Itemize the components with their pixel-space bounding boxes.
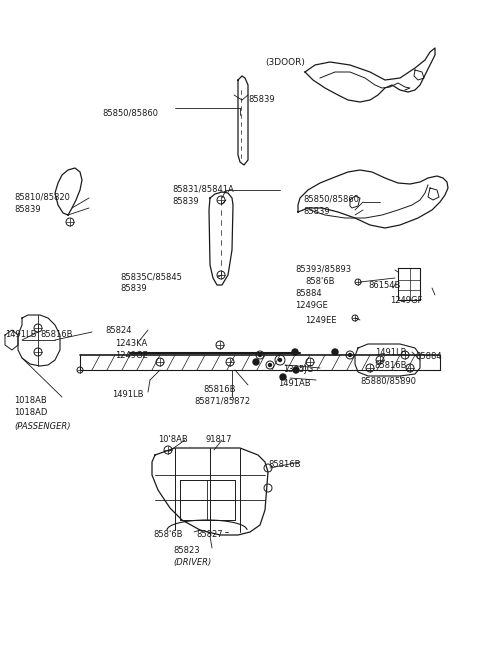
Text: 85816B: 85816B [268,460,300,469]
Text: 85393/85893: 85393/85893 [295,265,351,274]
Text: 85827: 85827 [196,530,223,539]
Text: 85816B: 85816B [203,385,236,394]
Text: 85816B: 85816B [374,361,407,370]
Text: 1018AB: 1018AB [14,396,47,405]
Text: 85839: 85839 [120,284,146,293]
Circle shape [292,349,298,355]
Text: 85850/85860: 85850/85860 [303,195,359,204]
Text: 85839: 85839 [248,95,275,104]
Text: 86154B: 86154B [368,281,400,290]
Text: (3DOOR): (3DOOR) [265,58,305,67]
Text: 85823: 85823 [173,546,200,555]
Text: 85850/85860: 85850/85860 [102,108,158,117]
Text: 85810/85820: 85810/85820 [14,193,70,202]
Text: 85839: 85839 [14,205,41,214]
Text: 1491LB: 1491LB [375,348,407,357]
Text: 1491LB: 1491LB [5,330,36,339]
Text: 85824: 85824 [105,326,132,335]
Circle shape [293,367,299,373]
Text: (PASSENGER): (PASSENGER) [14,422,71,431]
Circle shape [278,359,281,361]
Text: 85835C/85845: 85835C/85845 [120,272,182,281]
Text: 1249GF: 1249GF [390,296,422,305]
Text: 85884: 85884 [415,352,442,361]
Text: 10'8AB: 10'8AB [158,435,188,444]
Circle shape [280,374,286,380]
Text: 1491AB: 1491AB [278,379,311,388]
Text: 85884: 85884 [295,289,322,298]
Circle shape [253,359,259,365]
Circle shape [348,353,351,357]
Text: 858'6B: 858'6B [153,530,182,539]
Text: 1335JG: 1335JG [283,365,313,374]
Text: 85816B: 85816B [40,330,72,339]
Text: 1243KA: 1243KA [115,339,147,348]
Text: 1018AD: 1018AD [14,408,48,417]
Text: 1491LB: 1491LB [112,390,144,399]
Text: 85839: 85839 [303,207,330,216]
Circle shape [259,353,262,357]
Text: 1249GE: 1249GE [115,351,148,360]
Text: 85880/85890: 85880/85890 [360,376,416,385]
Text: 858'6B: 858'6B [305,277,335,286]
Text: 1249EE: 1249EE [305,316,336,325]
Text: 85839: 85839 [172,197,199,206]
Circle shape [268,363,272,367]
Text: (DRIVER): (DRIVER) [173,558,211,567]
Text: 1249GE: 1249GE [295,301,328,310]
Text: 91817: 91817 [205,435,231,444]
Text: 85831/85841A: 85831/85841A [172,185,234,194]
Circle shape [332,349,338,355]
Text: 85871/85872: 85871/85872 [194,397,250,406]
